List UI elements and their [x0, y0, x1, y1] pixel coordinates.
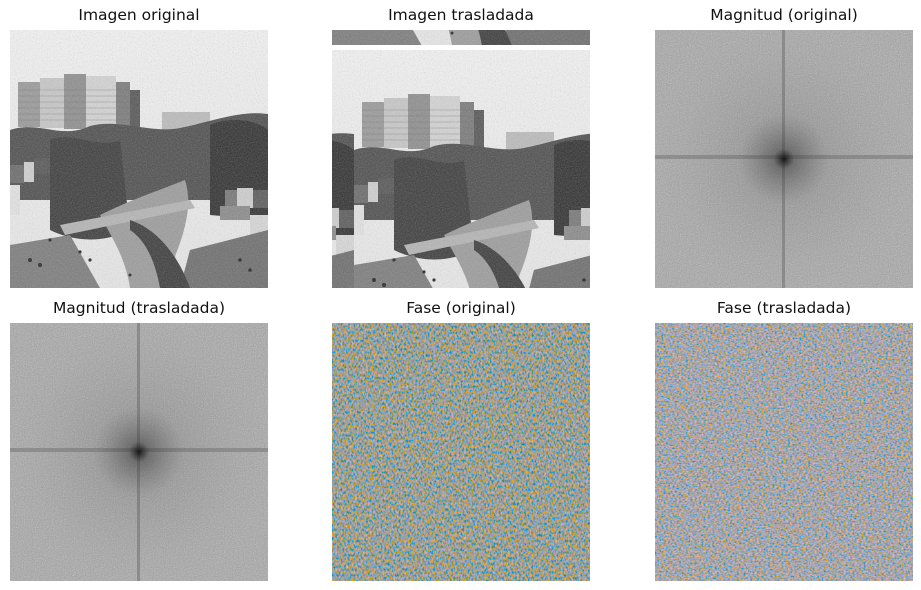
magnitude-spectrum — [655, 30, 913, 288]
magnitude-spectrum — [10, 323, 268, 581]
panel-phase-translated: Fase (trasladada) — [655, 299, 913, 581]
translated-image — [332, 30, 590, 288]
panel-title: Imagen original — [78, 6, 200, 24]
panel-translated-image: Imagen trasladada — [332, 6, 590, 288]
original-image — [10, 30, 268, 288]
panel-title: Magnitud (original) — [710, 6, 858, 24]
panel-title: Imagen trasladada — [388, 6, 534, 24]
panel-title: Fase (trasladada) — [716, 299, 852, 317]
panel-original-image: Imagen original — [10, 6, 268, 288]
phase-spectrum — [655, 323, 913, 581]
panel-title: Fase (original) — [406, 299, 516, 317]
panel-magnitude-original: Magnitud (original) — [655, 6, 913, 288]
panel-magnitude-translated: Magnitud (trasladada) — [10, 299, 268, 581]
phase-spectrum — [332, 323, 590, 581]
panel-title: Magnitud (trasladada) — [52, 299, 226, 317]
panel-phase-original: Fase (original) — [332, 299, 590, 581]
